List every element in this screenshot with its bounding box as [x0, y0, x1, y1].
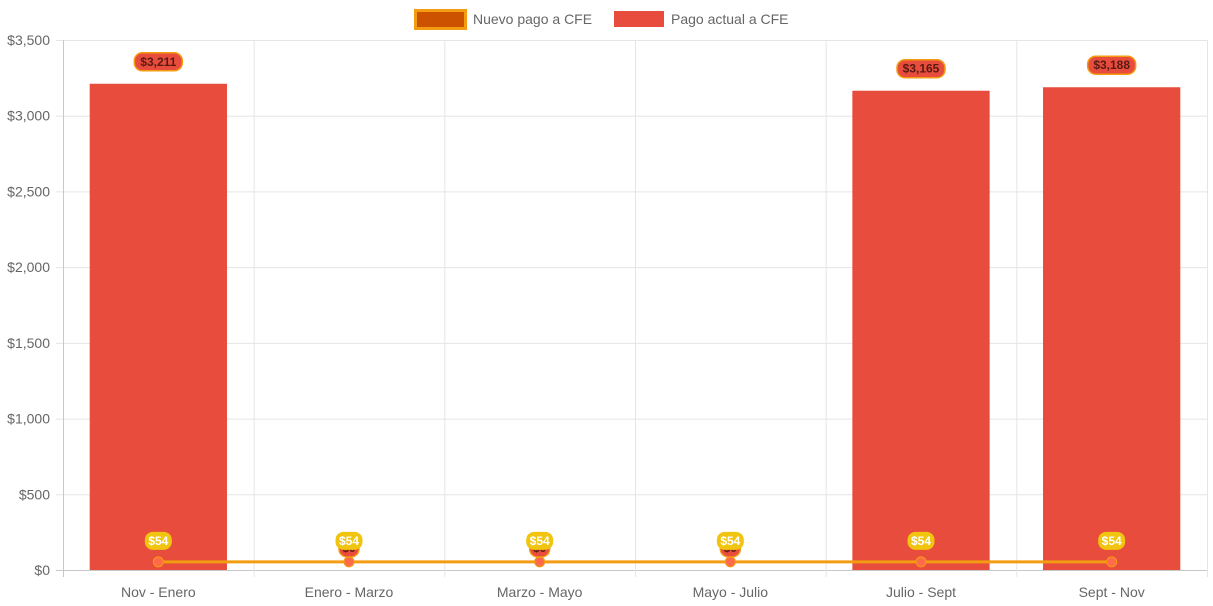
line-point	[1106, 556, 1118, 568]
line-point	[343, 556, 355, 568]
x-axis: Nov - Enero Enero - Marzo Marzo - Mayo Mayo…	[121, 584, 1145, 600]
x-tick-label: Julio - Sept	[886, 584, 956, 600]
legend-label-pago-actual: Pago actual a CFE	[671, 11, 789, 27]
bar-data-label-bg	[1086, 55, 1137, 75]
line-data-label: $54	[1102, 534, 1122, 548]
y-tick-label: $2,000	[7, 259, 50, 275]
line-point	[534, 556, 546, 568]
line-data-label: $54	[911, 534, 931, 548]
bar	[1043, 87, 1181, 570]
y-tick-label: $500	[19, 486, 50, 502]
line-data-label: $54	[530, 534, 550, 548]
y-tick-label: $1,000	[7, 411, 50, 427]
line-data-label-bg	[907, 531, 935, 550]
y-tick-label: $3,000	[7, 108, 50, 124]
legend-swatch-nuevo-pago	[414, 9, 467, 30]
y-tick-label: $0	[34, 562, 50, 578]
bar-data-label: $3,165	[903, 62, 940, 76]
line-data-label: $54	[720, 534, 740, 548]
x-tick-label: Nov - Enero	[121, 584, 196, 600]
data-labels: $3,211$0$0$0$3,165$3,188$54$54$54$54$54$…	[133, 52, 1137, 558]
bar-data-label: $3,211	[140, 55, 176, 69]
line-point	[915, 556, 927, 568]
y-tick-label: $1,500	[7, 335, 50, 351]
legend: Nuevo pago a CFE Pago actual a CFE	[414, 9, 789, 30]
x-tick-label: Marzo - Mayo	[497, 584, 583, 600]
line-data-label-bg	[526, 531, 554, 550]
bar	[89, 83, 227, 571]
line-data-label-bg	[144, 531, 172, 550]
bar-data-label-bg	[896, 58, 946, 79]
grid-lines	[56, 40, 1208, 577]
legend-label-nuevo-pago: Nuevo pago a CFE	[473, 11, 592, 27]
line-point	[724, 556, 736, 568]
legend-item-pago-actual[interactable]: Pago actual a CFE	[614, 11, 789, 27]
line-series	[152, 556, 1118, 568]
line-data-label: $54	[148, 534, 168, 548]
bar-series	[89, 83, 1181, 571]
line-data-label-bg	[335, 531, 363, 550]
x-tick-label: Sept - Nov	[1079, 584, 1145, 600]
line-data-label-bg	[716, 531, 744, 550]
y-tick-label: $2,500	[7, 183, 50, 199]
x-tick-label: Mayo - Julio	[693, 584, 769, 600]
y-tick-label: $3,500	[7, 32, 50, 48]
line-data-label-bg	[1098, 531, 1126, 550]
line-data-label: $54	[339, 534, 359, 548]
y-axis: $0 $500 $1,000 $1,500 $2,000 $2,500 $3,000 $3,5…	[7, 32, 50, 578]
bar-data-label: $3,188	[1093, 58, 1130, 72]
legend-swatch-pago-actual	[614, 11, 664, 27]
bar-data-label-bg	[133, 52, 184, 72]
x-tick-label: Enero - Marzo	[305, 584, 394, 600]
line-point	[152, 556, 164, 568]
bar	[852, 90, 990, 570]
legend-item-nuevo-pago[interactable]: Nuevo pago a CFE	[414, 9, 593, 30]
